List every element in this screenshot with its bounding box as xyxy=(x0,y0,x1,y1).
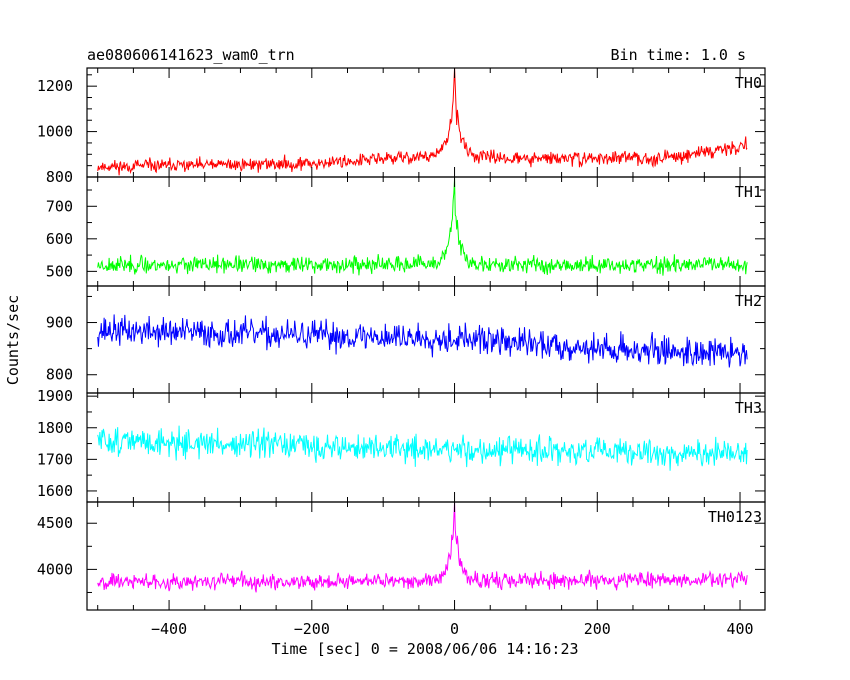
y-tick-label: 1600 xyxy=(37,482,73,500)
panel-tag-th0: TH0 xyxy=(735,74,762,92)
panel-tag-th0123: TH0123 xyxy=(708,508,762,526)
y-tick-label: 1900 xyxy=(37,387,73,405)
series-line-th0 xyxy=(97,68,748,176)
y-tick-label: 900 xyxy=(46,314,73,332)
series-line-th1 xyxy=(97,178,748,276)
y-tick-label: 4500 xyxy=(37,514,73,532)
y-tick-label: 1800 xyxy=(37,419,73,437)
x-tick-label: 200 xyxy=(584,620,611,638)
x-tick-label: 0 xyxy=(450,620,459,638)
panel-tag-th2: TH2 xyxy=(735,292,762,310)
y-tick-label: 4000 xyxy=(37,560,73,578)
panel-frame xyxy=(86,67,766,178)
x-tick-label: 400 xyxy=(726,620,753,638)
y-tick-label: 800 xyxy=(46,168,73,186)
panel-frame xyxy=(86,501,766,611)
panel-tag-th1: TH1 xyxy=(735,183,762,201)
series-line-th3 xyxy=(97,425,748,471)
y-axis-label: Counts/sec xyxy=(4,295,22,385)
y-tick-label: 500 xyxy=(46,262,73,280)
panel-th0: 800 1000 1200 TH0 xyxy=(37,67,766,186)
y-tick-label: 1000 xyxy=(37,123,73,141)
y-tick-label: 600 xyxy=(46,230,73,248)
panel-th0123: 4000 4500 TH0123 xyxy=(37,501,766,611)
bin-time-label: Bin time: 1.0 s xyxy=(611,46,746,64)
panel-th3: 1600 1700 1800 1900 TH3 xyxy=(37,387,766,503)
panel-frame xyxy=(86,392,766,503)
series-line-th2 xyxy=(97,314,748,368)
y-tick-label: 700 xyxy=(46,197,73,215)
x-tick-label: −400 xyxy=(151,620,187,638)
y-tick-label: 1200 xyxy=(37,77,73,95)
panel-th1: 500 600 700 TH1 xyxy=(46,176,766,287)
panel-tag-th3: TH3 xyxy=(735,399,762,417)
chart-title: ae080606141623_wam0_trn xyxy=(87,46,295,64)
x-axis: −400 −200 0 200 400 xyxy=(151,620,754,638)
y-tick-label: 1700 xyxy=(37,450,73,468)
panel-th2: 800 900 TH2 xyxy=(46,285,766,394)
series-line-th0123 xyxy=(97,502,748,593)
y-tick-label: 800 xyxy=(46,366,73,384)
x-axis-label: Time [sec] 0 = 2008/06/06 14:16:23 xyxy=(271,640,578,658)
x-tick-label: −200 xyxy=(294,620,330,638)
